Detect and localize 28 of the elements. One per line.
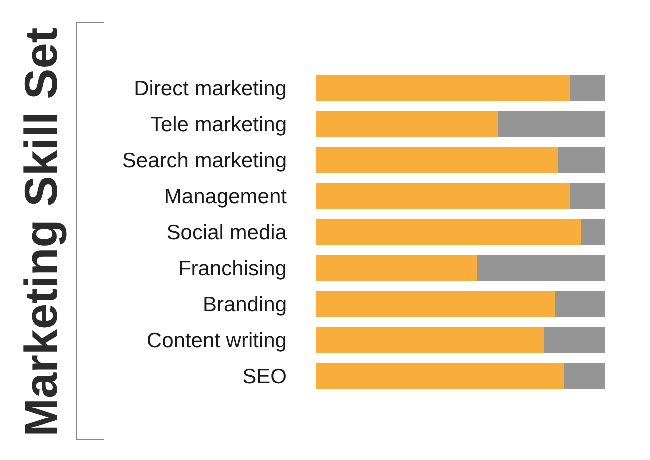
y-tick-label: Search marketing	[122, 149, 287, 172]
bar	[544, 326, 605, 354]
bar	[316, 218, 582, 246]
y-tick-label: Franchising	[178, 257, 287, 280]
bar	[316, 182, 570, 210]
y-tick-label: Tele marketing	[150, 113, 287, 136]
text: Marketing Skill Set	[14, 28, 67, 437]
y-tick-label: Management	[164, 185, 288, 208]
bar	[316, 110, 498, 138]
y-tick-label: Direct marketing	[134, 77, 287, 100]
bar	[478, 254, 605, 282]
y-tick-label: SEO	[242, 365, 287, 388]
bar	[570, 182, 605, 210]
bar	[498, 110, 605, 138]
y-tick-label: Branding	[202, 293, 287, 316]
bar	[316, 74, 570, 102]
y-tick-label: Content writing	[146, 329, 287, 352]
bar	[316, 326, 544, 354]
bar	[582, 218, 605, 246]
bar	[316, 254, 478, 282]
bar	[556, 290, 605, 318]
bar	[316, 362, 564, 390]
bar	[564, 362, 605, 390]
bar	[316, 290, 556, 318]
bar	[558, 146, 605, 174]
y-tick-label: Social media	[166, 221, 288, 244]
bar	[316, 146, 559, 174]
bar	[570, 74, 605, 102]
